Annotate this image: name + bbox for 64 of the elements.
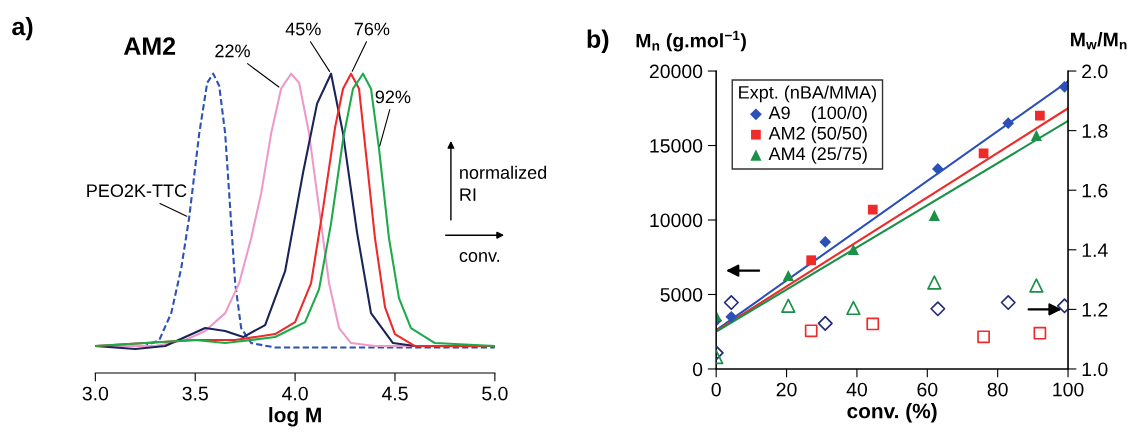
x-tick-label: 4.5 xyxy=(381,386,408,401)
annotation: normalized RI xyxy=(460,165,547,201)
x-tick-label: 20 xyxy=(776,382,797,397)
point xyxy=(928,209,940,221)
point xyxy=(846,300,861,316)
point xyxy=(817,315,833,331)
y2-tick-label: 1.6 xyxy=(1082,183,1108,198)
y-tick-label: 5000 xyxy=(660,287,703,302)
series-label: 92% xyxy=(375,90,411,104)
legend-title: Expt. (nBA/MMA) xyxy=(739,85,876,103)
y2-axis-title: M$_{w}$/M$_{n}$ xyxy=(1071,32,1127,50)
x-tick-label: 5.0 xyxy=(482,386,508,401)
point xyxy=(806,255,817,266)
series-label: PEO2K-TTC xyxy=(87,184,187,198)
x-axis-title: conv. (%) xyxy=(847,403,937,423)
y-tick-label: 10000 xyxy=(650,213,703,228)
point xyxy=(725,310,738,323)
text: 45% xyxy=(285,22,321,36)
y2-tick-label: 1.2 xyxy=(1082,302,1108,317)
point xyxy=(804,324,818,338)
point xyxy=(1035,110,1045,121)
point xyxy=(1002,117,1015,130)
y-tick-label: 15000 xyxy=(650,138,703,153)
y2-tick-label: 1.4 xyxy=(1082,243,1108,257)
x-tick-label: 40 xyxy=(846,382,867,397)
text: 22% xyxy=(215,44,250,58)
point xyxy=(723,294,739,311)
text: a) xyxy=(12,16,33,41)
x-tick-label: 100 xyxy=(1053,382,1084,397)
y-tick-label: 20000 xyxy=(649,64,703,79)
point xyxy=(977,330,990,344)
legend-label: AM2 (50/50) xyxy=(768,126,867,144)
y2-tick-label: 1.8 xyxy=(1082,124,1108,138)
point xyxy=(930,301,946,317)
annotation: conv. xyxy=(459,252,500,262)
point xyxy=(866,317,880,331)
x-tick-label: 3.0 xyxy=(82,386,109,401)
text: b) xyxy=(587,29,609,53)
y-tick-label: 0 xyxy=(692,362,703,377)
x-axis-title: log M xyxy=(269,407,321,427)
y2-tick-label: 2.0 xyxy=(1082,64,1108,79)
legend-label: A9 (100/0) xyxy=(768,105,867,123)
x-tick-label: 4.0 xyxy=(282,386,308,401)
x-tick-label: 0 xyxy=(711,382,721,397)
point xyxy=(819,236,832,248)
legend-label: AM4 (25/75) xyxy=(768,146,867,164)
x-tick-label: 3.5 xyxy=(182,386,208,401)
text: AM2 xyxy=(123,37,176,55)
y2-tick-label: 1.0 xyxy=(1082,362,1108,377)
x-tick-label: 60 xyxy=(917,382,938,397)
point xyxy=(927,275,942,290)
point xyxy=(781,298,796,313)
text: 76% xyxy=(354,22,390,36)
point xyxy=(1000,294,1016,311)
point xyxy=(931,163,944,175)
point xyxy=(1029,278,1044,293)
point xyxy=(867,204,878,215)
point xyxy=(1058,80,1069,93)
x-tick-label: 80 xyxy=(987,382,1008,397)
point xyxy=(1033,326,1047,340)
point xyxy=(1030,129,1042,141)
point xyxy=(782,270,794,282)
y-axis-title: M$_{n}$ (g.mol$^{−1}$) xyxy=(636,30,746,52)
point xyxy=(847,243,859,256)
